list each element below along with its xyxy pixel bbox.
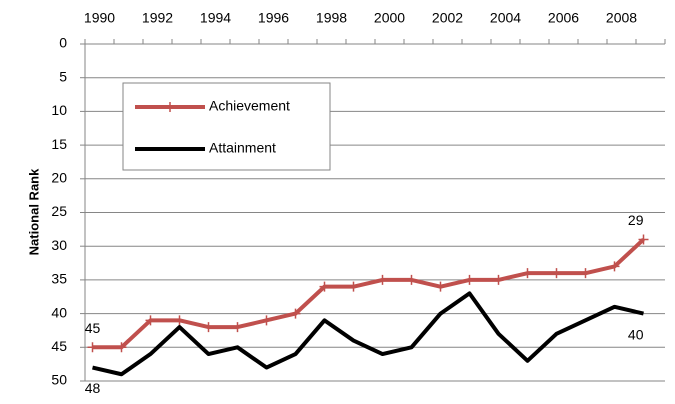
point-marker: [551, 268, 562, 279]
x-tick-label: 1992: [142, 10, 173, 26]
data-label: 45: [85, 320, 101, 336]
point-marker: [406, 274, 417, 285]
point-marker: [261, 315, 272, 326]
y-tick-label: 25: [51, 203, 67, 219]
point-marker: [348, 281, 359, 292]
x-tick-label: 2002: [432, 10, 463, 26]
point-marker: [319, 281, 330, 292]
data-label: 48: [85, 380, 101, 396]
legend-marker: [165, 102, 175, 112]
x-tick-label: 1996: [258, 10, 289, 26]
y-tick-label: 30: [51, 237, 67, 253]
y-tick-label: 0: [59, 35, 67, 51]
point-marker: [435, 281, 446, 292]
point-marker: [638, 234, 649, 245]
data-label: 29: [628, 212, 644, 228]
legend-label: Achievement: [209, 98, 290, 114]
x-tick-label: 2000: [374, 10, 405, 26]
legend-box: [122, 82, 331, 171]
point-marker: [377, 274, 388, 285]
y-tick-label: 15: [51, 136, 67, 152]
point-marker: [232, 322, 243, 333]
y-tick-label: 35: [51, 271, 67, 287]
y-axis-title: National Rank: [26, 168, 41, 255]
point-marker: [464, 274, 475, 285]
point-marker: [203, 322, 214, 333]
x-tick-label: 1998: [316, 10, 347, 26]
point-marker: [609, 261, 620, 272]
x-tick-label: 1994: [200, 10, 231, 26]
point-marker: [290, 308, 301, 319]
x-tick-label: 1990: [84, 10, 115, 26]
y-tick-label: 5: [59, 68, 67, 84]
y-tick-label: 20: [51, 170, 67, 186]
point-marker: [493, 274, 504, 285]
y-tick-label: 10: [51, 102, 67, 118]
y-tick-label: 45: [51, 338, 67, 354]
data-label: 40: [628, 326, 644, 342]
x-tick-label: 2006: [548, 10, 579, 26]
y-tick-label: 40: [51, 304, 67, 320]
legend-label: Attainment: [209, 140, 276, 156]
point-marker: [522, 268, 533, 279]
point-marker: [116, 342, 127, 353]
point-marker: [580, 268, 591, 279]
point-marker: [87, 342, 98, 353]
series-line: [92, 291, 644, 377]
point-marker: [145, 315, 156, 326]
x-tick-label: 2008: [606, 10, 637, 26]
point-marker: [174, 315, 185, 326]
x-tick-label: 2004: [490, 10, 521, 26]
y-tick-label: 50: [51, 372, 67, 388]
